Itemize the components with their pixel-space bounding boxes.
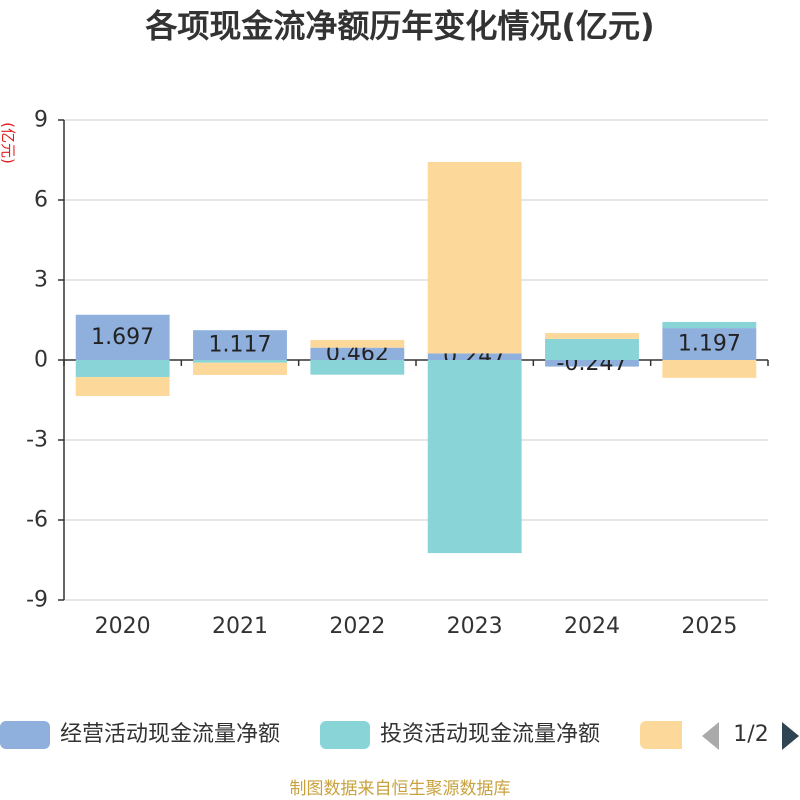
x-tick-label: 2023 [447, 614, 503, 639]
bar-value-label: 1.197 [678, 332, 741, 357]
y-tick-label: -6 [26, 508, 48, 533]
legend-swatch [640, 721, 682, 749]
series-2 [75, 321, 757, 554]
bar-series2-2021[interactable] [193, 360, 287, 363]
legend-label: 投资活动现金流量净额 [380, 722, 601, 747]
y-tick-label: 9 [34, 108, 48, 133]
bar-series1-2023[interactable] [427, 353, 522, 360]
bar-series2-2020[interactable] [75, 360, 170, 378]
bar-series1-2024[interactable] [545, 360, 639, 367]
y-axis-unit-label: (亿元) [0, 122, 17, 164]
legend-prev-page-arrow-icon[interactable] [702, 722, 719, 750]
bar-series2-2024[interactable] [545, 338, 639, 360]
bar-series2-2025[interactable] [662, 321, 757, 329]
chart-title: 各项现金流净额历年变化情况(亿元) [145, 7, 655, 45]
legend-next-page-arrow-icon[interactable] [782, 722, 799, 750]
legend-item-third-series[interactable] [640, 718, 682, 752]
bar-series3-2023[interactable] [427, 161, 522, 354]
x-tick-label: 2020 [95, 614, 151, 639]
series-3 [75, 161, 757, 396]
x-tick-label: 2021 [212, 614, 268, 639]
data-source-footer: 制图数据来自恒生聚源数据库 [289, 779, 511, 799]
y-tick-label: 6 [34, 188, 48, 213]
axes: 9 6 3 0 -3 -6 -9 2020 2021 2022 2023 2024 2025 [26, 108, 769, 639]
bar-series2-2022[interactable] [310, 360, 405, 375]
legend-item-operating-cashflow[interactable]: 经营活动现金流量净额 [0, 718, 300, 752]
bar-series3-2021[interactable] [193, 362, 287, 375]
bar-series3-2020[interactable] [75, 377, 170, 396]
bar-series1-2025[interactable] [662, 328, 757, 360]
x-tick-label: 2024 [564, 614, 620, 639]
y-tick-label: -3 [26, 428, 48, 453]
legend: 经营活动现金流量净额 投资活动现金流量净额 [0, 718, 682, 752]
bar-series3-2024[interactable] [545, 333, 639, 339]
legend-swatch [320, 721, 370, 749]
bar-series1-2020[interactable] [75, 314, 170, 360]
x-tick-label: 2022 [329, 614, 385, 639]
bar-series2-2023[interactable] [427, 360, 522, 554]
bar-value-label: 1.697 [91, 325, 154, 350]
legend-page-indicator: 1/2 [733, 722, 769, 747]
bar-series1-2021[interactable] [193, 330, 287, 360]
bar-value-label: 1.117 [209, 333, 272, 358]
y-tick-label: 3 [34, 268, 48, 293]
y-tick-label: 0 [34, 348, 48, 373]
bar-series3-2022[interactable] [310, 339, 405, 348]
legend-swatch [0, 721, 50, 749]
bar-series1-2022[interactable] [310, 347, 405, 360]
y-tick-label: -9 [26, 588, 48, 613]
legend-item-investing-cashflow[interactable]: 投资活动现金流量净额 [320, 718, 620, 752]
legend-label: 经营活动现金流量净额 [60, 722, 281, 747]
x-tick-label: 2025 [681, 614, 737, 639]
bar-series3-2025[interactable] [662, 360, 757, 378]
